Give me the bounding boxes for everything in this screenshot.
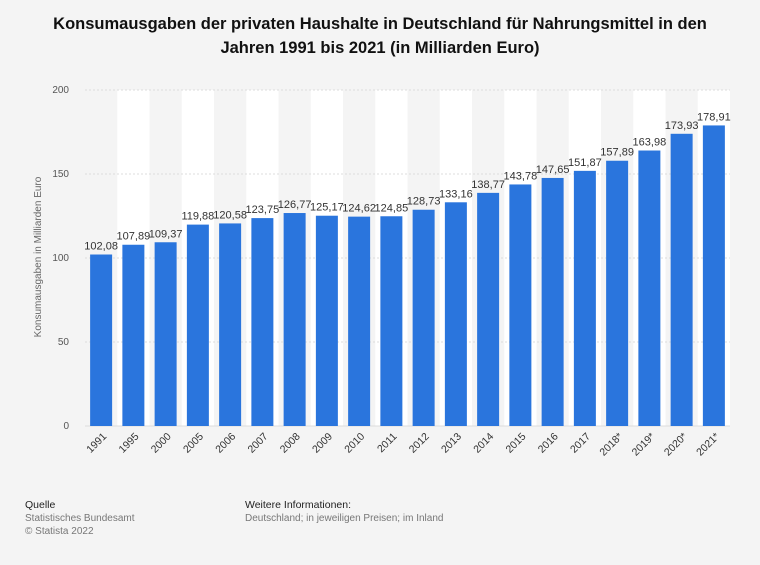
- x-tick-label: 2018*: [597, 431, 625, 459]
- bar: [606, 160, 629, 426]
- bar: [541, 177, 564, 426]
- value-label: 173,93: [665, 120, 699, 132]
- bar: [573, 170, 596, 426]
- value-label: 128,73: [407, 196, 441, 208]
- value-label: 124,85: [375, 202, 409, 214]
- bar: [251, 218, 274, 426]
- value-label: 178,91: [697, 111, 731, 123]
- x-tick-label: 2021*: [694, 431, 722, 459]
- x-tick-label: 2006: [213, 431, 238, 456]
- bar: [477, 192, 500, 426]
- x-tick-label: 2007: [245, 431, 270, 456]
- source-heading: Quelle: [25, 499, 56, 511]
- x-tick-label: 2019*: [630, 431, 658, 459]
- x-tick-label: 1995: [116, 431, 141, 456]
- value-label: 107,89: [117, 231, 151, 243]
- bar: [638, 150, 661, 426]
- bar: [380, 216, 403, 426]
- bar: [348, 216, 371, 426]
- bar: [670, 133, 693, 426]
- y-tick-label: 0: [63, 421, 69, 432]
- value-label: 119,88: [181, 211, 214, 223]
- y-tick-label: 150: [52, 169, 69, 180]
- chart-title: Konsumausgaben der privaten Haushalte in…: [53, 15, 707, 57]
- bars: [90, 125, 725, 426]
- bar: [90, 254, 113, 426]
- value-label: 126,77: [278, 199, 312, 211]
- y-axis-ticks: 0 50 100 150 200: [52, 85, 69, 432]
- x-tick-label: 2008: [278, 431, 303, 456]
- y-tick-label: 50: [58, 337, 70, 348]
- info-line: Deutschland; in jeweiligen Preisen; im I…: [245, 513, 444, 524]
- x-tick-label: 2017: [568, 431, 593, 456]
- y-axis-title: Konsumausgaben in Milliarden Euro: [33, 176, 44, 337]
- bar: [412, 209, 435, 426]
- value-label: 138,77: [471, 179, 505, 191]
- footer-source: Quelle Statistisches Bundesamt © Statist…: [25, 499, 135, 538]
- x-tick-label: 2009: [310, 431, 335, 456]
- info-heading: Weitere Informationen:: [245, 499, 352, 511]
- bar: [154, 242, 177, 426]
- value-label: 163,98: [633, 137, 667, 149]
- value-label: 123,75: [246, 204, 280, 216]
- x-tick-label: 2015: [503, 431, 528, 456]
- value-label: 102,08: [84, 241, 118, 253]
- bar: [122, 244, 145, 426]
- value-label: 157,89: [600, 147, 634, 159]
- x-tick-label: 2016: [536, 431, 561, 456]
- bar: [702, 125, 725, 426]
- value-label: 124,62: [342, 203, 376, 215]
- value-label: 143,78: [504, 170, 538, 182]
- y-tick-label: 200: [52, 85, 69, 96]
- bar: [509, 184, 532, 426]
- x-tick-label: 2014: [471, 431, 496, 456]
- x-tick-label: 2005: [181, 431, 206, 456]
- value-label: 120,58: [213, 209, 247, 221]
- x-tick-label: 2012: [407, 431, 432, 456]
- x-tick-label: 2010: [342, 431, 367, 456]
- x-axis-labels: 1991 1995 2000 2005 2006 2007 2008 2009 2010 2011…: [84, 431, 722, 459]
- value-label: 125,17: [310, 202, 344, 214]
- value-label: 151,87: [568, 157, 602, 169]
- value-label: 147,65: [536, 164, 570, 176]
- bar: [219, 223, 242, 426]
- x-tick-label: 2011: [375, 431, 400, 456]
- value-label: 133,16: [439, 188, 473, 200]
- source-line: Statistisches Bundesamt: [25, 513, 135, 524]
- footer-info: Weitere Informationen: Deutschland; in j…: [245, 499, 443, 525]
- x-tick-label: 2013: [439, 431, 464, 456]
- x-tick-label: 2020*: [662, 431, 690, 459]
- bar: [283, 213, 306, 426]
- x-tick-label: 2000: [149, 431, 174, 456]
- bar: [186, 224, 209, 426]
- copyright-line: © Statista 2022: [25, 526, 94, 537]
- value-label: 109,37: [149, 228, 183, 240]
- y-tick-label: 100: [52, 253, 69, 264]
- bar: [315, 215, 338, 426]
- bar: [444, 202, 467, 426]
- x-tick-label: 1991: [84, 431, 109, 456]
